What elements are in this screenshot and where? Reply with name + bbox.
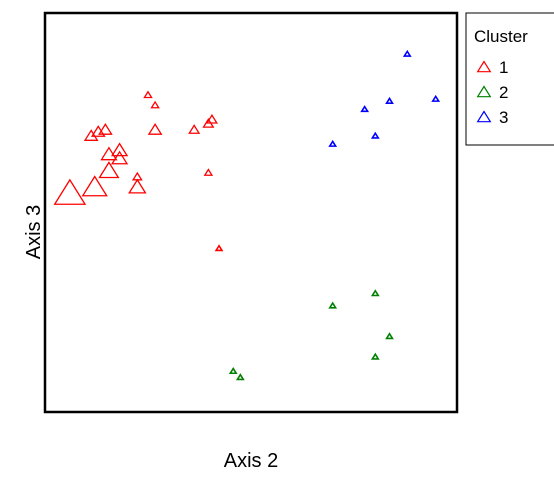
data-point <box>431 94 441 102</box>
data-point <box>81 175 108 197</box>
data-point <box>402 49 412 57</box>
data-point <box>370 289 380 297</box>
series-1 <box>53 90 224 252</box>
legend-marker <box>476 110 492 123</box>
data-point <box>370 131 380 139</box>
data-point <box>385 332 394 340</box>
data-point <box>228 367 238 375</box>
data-point <box>98 161 120 179</box>
legend: Cluster 1 2 3 <box>465 12 554 146</box>
plot-frame <box>43 11 459 414</box>
data-point <box>53 178 87 205</box>
data-point <box>203 168 214 176</box>
data-point <box>370 352 380 360</box>
x-axis-label: Axis 2 <box>224 450 278 472</box>
legend-marker <box>476 85 492 98</box>
data-point <box>328 139 338 147</box>
legend-entries: 1 2 3 <box>476 58 508 127</box>
data-point <box>98 123 113 135</box>
points-layer <box>53 49 441 381</box>
legend-label: 3 <box>499 108 508 127</box>
data-point <box>214 244 224 252</box>
data-point <box>385 96 394 104</box>
data-point <box>83 129 99 141</box>
data-point <box>202 118 215 128</box>
legend-marker <box>476 60 492 73</box>
series-3 <box>328 49 441 147</box>
data-point <box>143 90 153 99</box>
data-point <box>150 100 160 109</box>
legend-label: 2 <box>499 83 508 102</box>
data-point <box>360 105 370 113</box>
data-point <box>110 142 129 157</box>
series-2 <box>228 289 394 381</box>
data-point <box>100 146 118 161</box>
data-point <box>128 178 147 194</box>
legend-label: 1 <box>499 58 508 77</box>
legend-title: Cluster <box>474 27 528 46</box>
data-point <box>110 150 129 165</box>
legend-box <box>465 12 554 146</box>
y-axis-label: Axis 3 <box>23 205 45 259</box>
data-point <box>147 123 163 135</box>
data-point <box>328 301 338 309</box>
data-point <box>205 113 218 124</box>
data-point <box>235 373 245 381</box>
data-point <box>188 124 201 134</box>
